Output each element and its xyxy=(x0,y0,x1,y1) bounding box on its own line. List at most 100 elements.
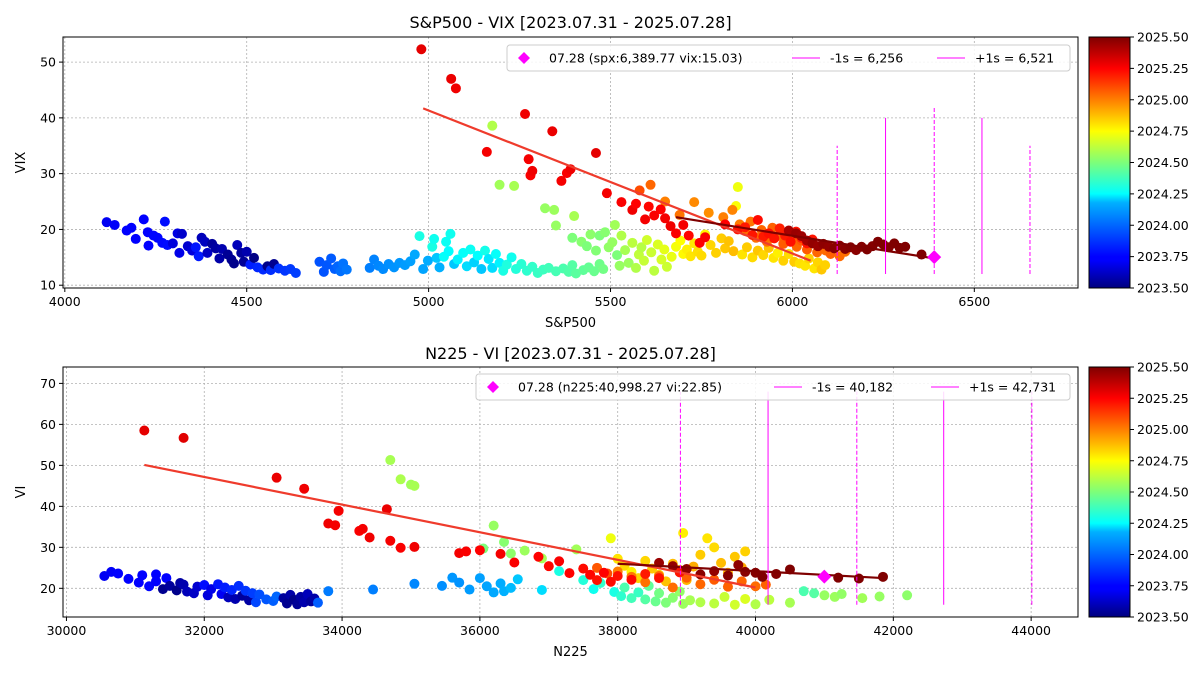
scatter-point xyxy=(488,587,499,598)
scatter-point xyxy=(461,546,472,557)
scatter-point xyxy=(640,577,651,588)
scatter-point xyxy=(711,247,722,258)
scatter-point xyxy=(341,264,352,275)
colorbar-gradient xyxy=(1088,366,1131,618)
scatter-point xyxy=(241,246,252,257)
scatter-point xyxy=(523,154,534,165)
scatter-point xyxy=(614,260,625,271)
scatter-point xyxy=(785,236,796,247)
scatter-point xyxy=(434,262,445,273)
scatter-point xyxy=(654,573,665,584)
legend-current-label: 07.28 (spx:6,389.77 vix:15.03) xyxy=(549,51,742,66)
scatter-point xyxy=(501,259,512,270)
legend-plus-label: +1s = 6,521 xyxy=(975,51,1054,66)
scatter-point xyxy=(650,596,661,607)
scatter-point xyxy=(798,586,809,597)
colorbar-tick-label: 2024.00 xyxy=(1137,547,1189,562)
x-tick-label: 5500 xyxy=(595,294,627,309)
scatter-point xyxy=(626,593,637,604)
chart-2: N225 - VI [2023.07.31 - 2025.07.28] 30000… xyxy=(14,344,1189,660)
scatter-point xyxy=(709,566,720,577)
scatter-point xyxy=(454,577,465,588)
legend-current-marker xyxy=(487,381,499,393)
x-tick-label: 42000 xyxy=(873,623,913,638)
plot-area xyxy=(63,367,1078,617)
scatter-point xyxy=(640,594,651,605)
scatter-point xyxy=(422,255,433,266)
scatter-point xyxy=(581,241,592,252)
scatter-point xyxy=(490,248,501,259)
scatter-point xyxy=(678,219,689,230)
scatter-point xyxy=(299,483,310,494)
colorbar-tick-label: 2024.25 xyxy=(1137,516,1189,531)
scatter-point xyxy=(271,472,282,483)
colorbar-tick-label: 2025.25 xyxy=(1137,391,1189,406)
scatter-point xyxy=(190,242,201,253)
scatter-point xyxy=(598,567,609,578)
scatter-point xyxy=(326,253,337,264)
x-tick-label: 32000 xyxy=(184,623,224,638)
legend-minus-label: -1s = 6,256 xyxy=(830,51,903,66)
scatter-point xyxy=(312,597,323,608)
y-tick-label: 40 xyxy=(40,499,56,514)
x-tick-label: 5000 xyxy=(413,294,445,309)
scatter-point xyxy=(809,588,820,599)
colorbar: 2023.50 2023.75 2024.00 2024.25 2024.50 2024.… xyxy=(1088,360,1189,625)
scatter-point xyxy=(741,242,752,253)
scatter-point xyxy=(592,562,603,573)
scatter-point xyxy=(627,237,638,248)
scatter-point xyxy=(752,214,763,225)
scatter-point xyxy=(113,568,124,579)
scatter-point xyxy=(649,265,660,276)
scatter-point xyxy=(609,219,620,230)
scatter-point xyxy=(427,241,438,252)
colorbar-tick-label: 2023.50 xyxy=(1137,281,1189,296)
scatter-point xyxy=(126,222,137,233)
colorbar-tick-label: 2023.50 xyxy=(1137,610,1189,625)
scatter-point xyxy=(667,582,678,593)
scatter-point xyxy=(429,233,440,244)
colorbar-tick-label: 2025.00 xyxy=(1137,422,1189,437)
scatter-point xyxy=(506,252,517,263)
scatter-point xyxy=(569,211,580,222)
scatter-point xyxy=(695,549,706,560)
scatter-point xyxy=(607,237,618,248)
scatter-point xyxy=(567,232,578,243)
scatter-point xyxy=(159,216,170,227)
scatter-point xyxy=(733,559,744,570)
scatter-point xyxy=(819,590,830,601)
scatter-point xyxy=(543,561,554,572)
legend-current-marker xyxy=(518,52,530,64)
scatter-point xyxy=(228,258,239,269)
scatter-point xyxy=(364,532,375,543)
scatter-point xyxy=(709,542,720,553)
scatter-point xyxy=(193,251,204,262)
y-tick-label: 50 xyxy=(40,55,56,70)
scatter-point xyxy=(547,126,558,137)
scatter-point xyxy=(696,250,707,261)
scatter-point xyxy=(178,432,189,443)
y-tick-label: 60 xyxy=(40,417,56,432)
scatter-point xyxy=(144,581,155,592)
scatter-point xyxy=(512,574,523,585)
chart-title: N225 - VI [2023.07.31 - 2025.07.28] xyxy=(425,344,716,363)
scatter-point xyxy=(494,179,505,190)
colorbar-tick-label: 2025.00 xyxy=(1137,92,1189,107)
scatter-point xyxy=(722,581,733,592)
scatter-point xyxy=(719,591,730,602)
scatter-point xyxy=(695,597,706,608)
scatter-point xyxy=(481,581,492,592)
scatter-point xyxy=(600,227,611,238)
scatter-point xyxy=(685,595,696,606)
colorbar-tick-label: 2023.75 xyxy=(1137,249,1189,264)
colorbar-tick-label: 2024.00 xyxy=(1137,218,1189,233)
y-axis-label: VI xyxy=(14,486,29,499)
colorbar-tick-label: 2024.25 xyxy=(1137,186,1189,201)
x-tick-label: 40000 xyxy=(736,623,776,638)
scatter-point xyxy=(636,242,647,253)
x-tick-label: 38000 xyxy=(598,623,638,638)
scatter-point xyxy=(472,250,483,261)
legend: 07.28 (spx:6,389.77 vix:15.03) -1s = 6,25… xyxy=(506,44,1071,72)
scatter-point xyxy=(654,588,665,599)
